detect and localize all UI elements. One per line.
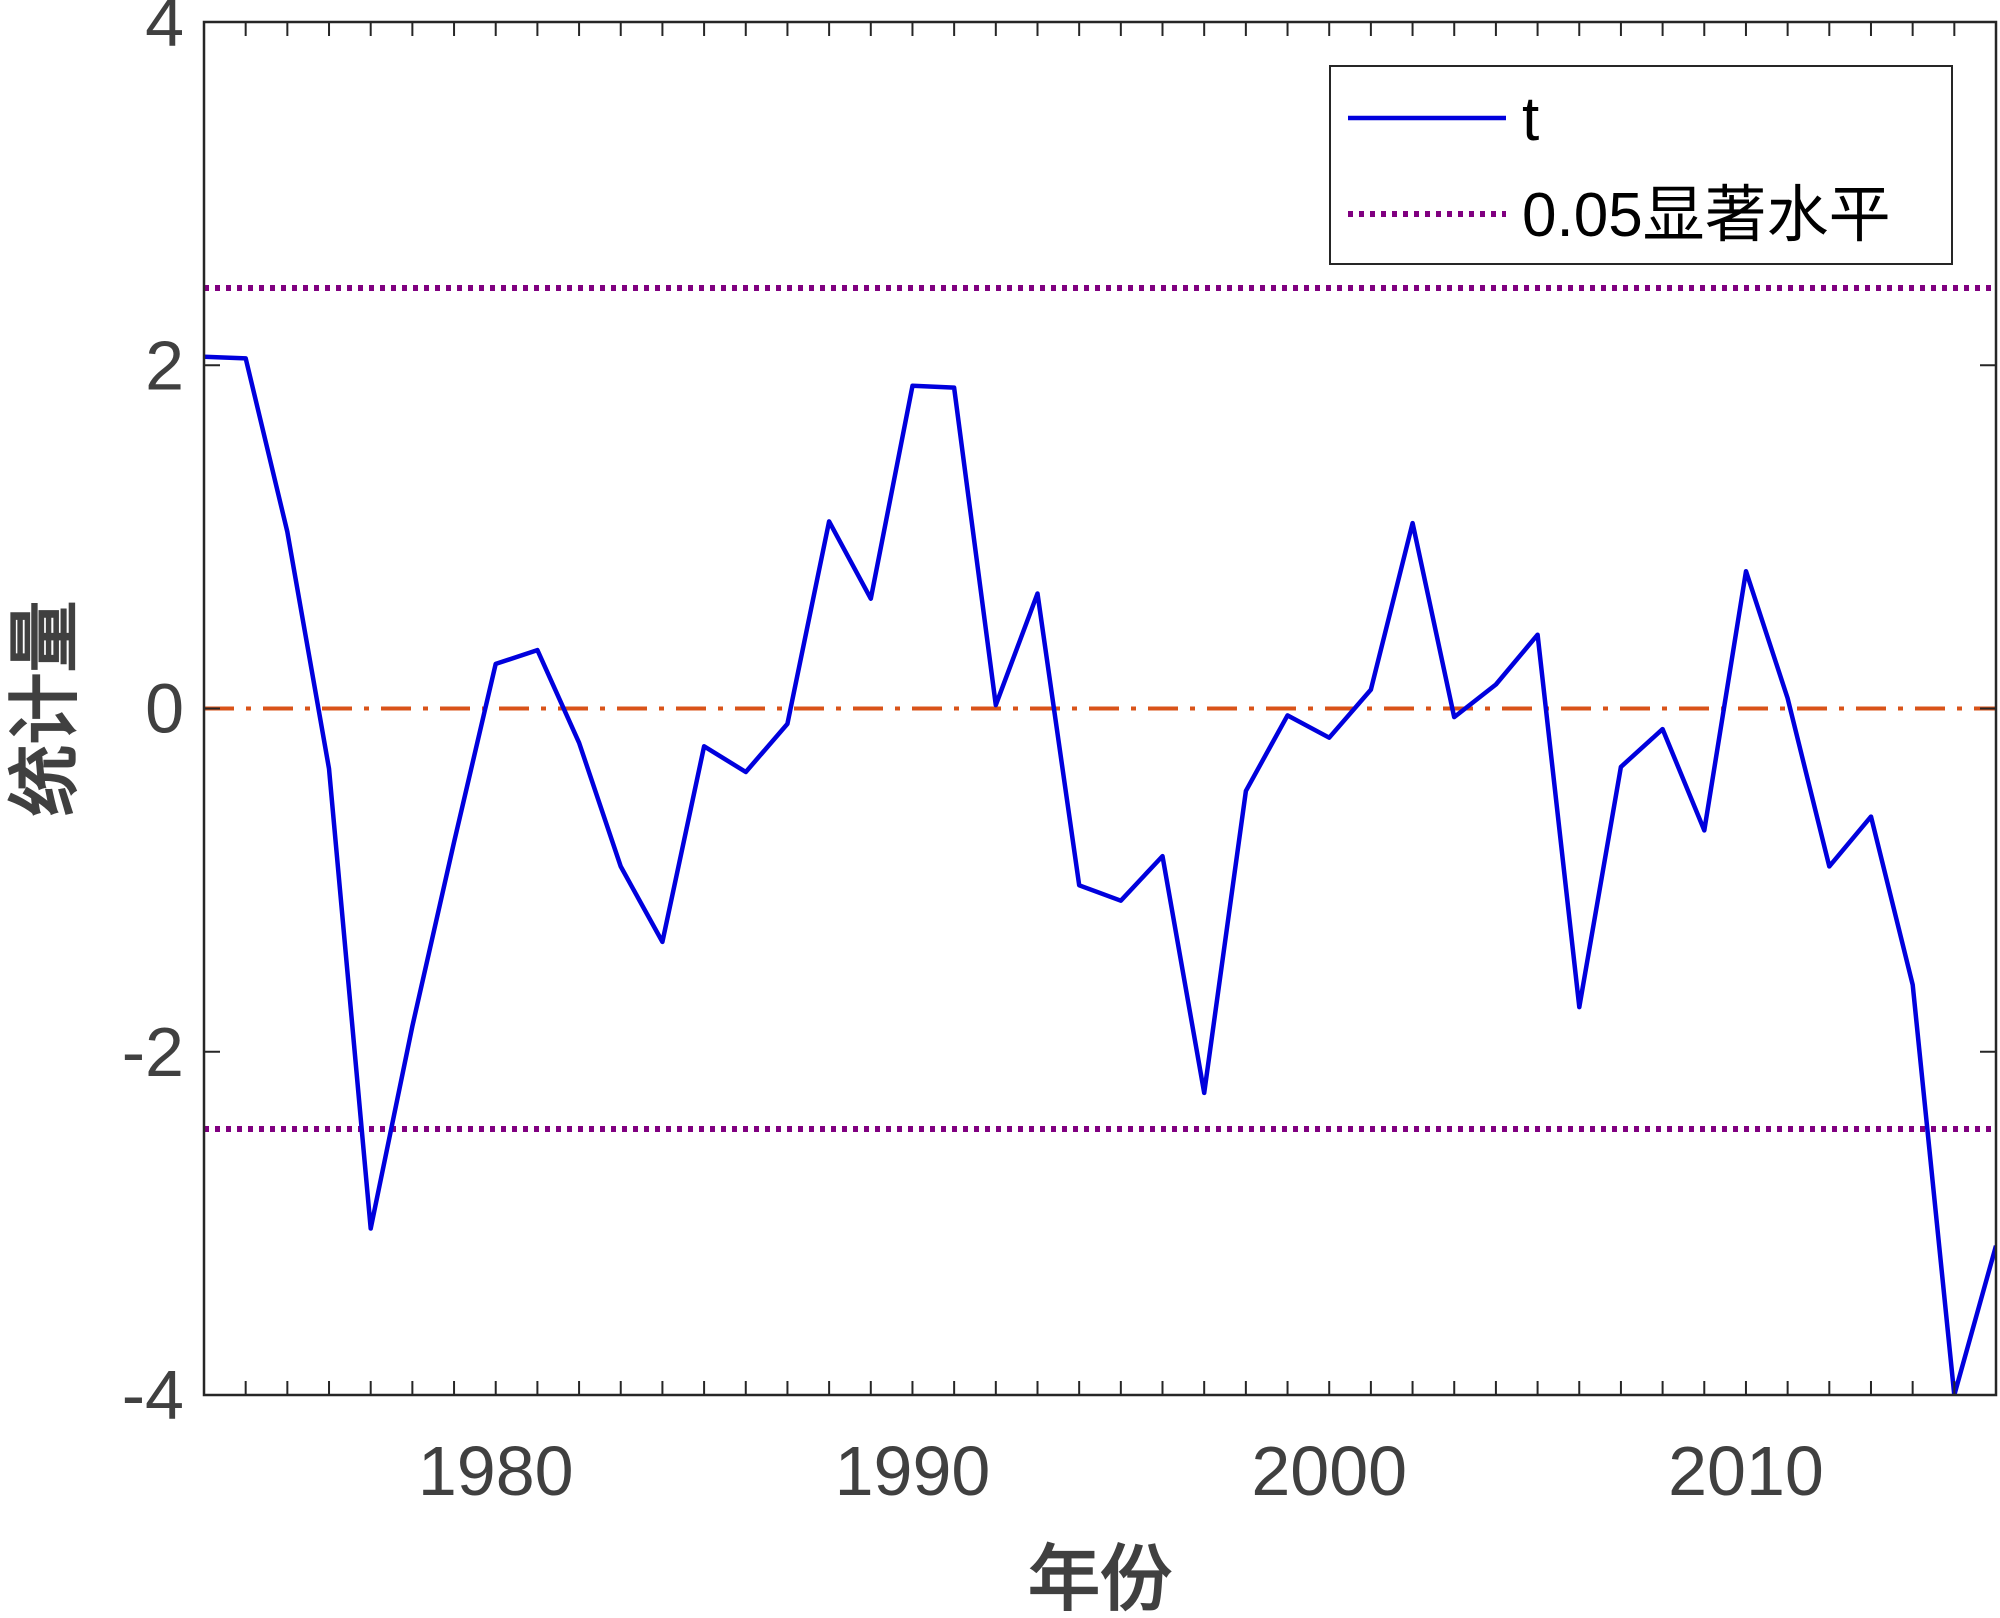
- legend-label-significance: 0.05显著水平: [1522, 181, 1891, 250]
- axis-ticks: 1980 1990 2000 2010 -4 -2 0 2 4: [122, 0, 1997, 1510]
- x-axis-title: 年份: [1028, 1536, 1172, 1618]
- x-tick-label-1980: 1980: [418, 1432, 574, 1510]
- y-tick-label-2: 2: [145, 326, 184, 404]
- y-tick-label--4: -4: [122, 1356, 184, 1434]
- y-axis-title: 统计量: [2, 600, 87, 816]
- plot-area: [202, 20, 1998, 1397]
- y-tick-label-4: 4: [145, 0, 184, 61]
- x-tick-label-2000: 2000: [1251, 1432, 1407, 1510]
- legend-label-t: t: [1522, 85, 1539, 154]
- y-tick-label--2: -2: [122, 1013, 184, 1091]
- y-tick-label-0: 0: [145, 670, 184, 748]
- legend: t 0.05显著水平: [1329, 65, 1953, 265]
- series-line-t: [204, 354, 1996, 1395]
- x-tick-label-1990: 1990: [835, 1432, 991, 1510]
- legend-box: [1329, 65, 1953, 265]
- x-tick-label-2010: 2010: [1668, 1432, 1824, 1510]
